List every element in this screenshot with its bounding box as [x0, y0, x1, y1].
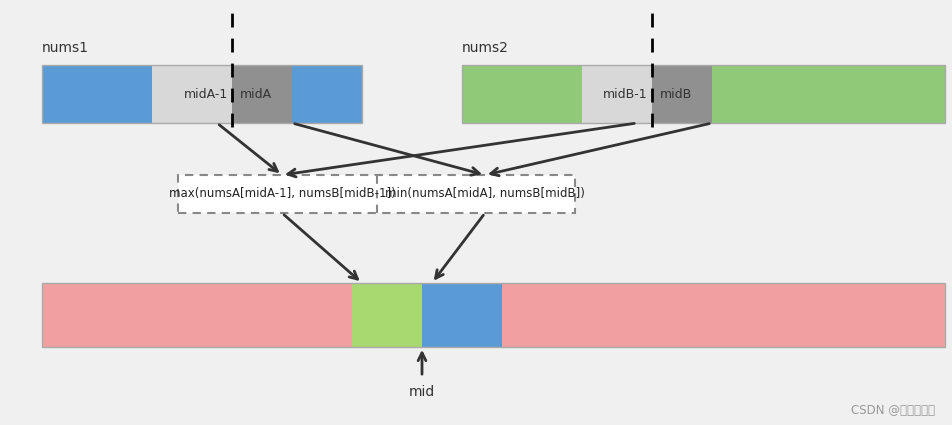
Text: midB: midB [660, 88, 692, 100]
Text: min(numsA[midA], numsB[midB]): min(numsA[midA], numsB[midB]) [385, 187, 585, 201]
Text: nums2: nums2 [462, 41, 509, 55]
FancyBboxPatch shape [232, 65, 292, 123]
Text: nums1: nums1 [42, 41, 89, 55]
FancyBboxPatch shape [712, 65, 945, 123]
FancyBboxPatch shape [42, 65, 152, 123]
FancyBboxPatch shape [152, 65, 232, 123]
FancyBboxPatch shape [352, 283, 422, 347]
FancyBboxPatch shape [502, 283, 945, 347]
FancyBboxPatch shape [652, 65, 712, 123]
FancyBboxPatch shape [178, 175, 575, 213]
Text: midA-1: midA-1 [184, 88, 228, 100]
Text: max(numsA[midA-1], numsB[midB-1]): max(numsA[midA-1], numsB[midB-1]) [169, 187, 395, 201]
FancyBboxPatch shape [42, 283, 352, 347]
Text: mid: mid [408, 385, 435, 399]
Text: CSDN @乐观的大鹏: CSDN @乐观的大鹏 [851, 404, 935, 417]
FancyBboxPatch shape [422, 283, 502, 347]
Text: midB-1: midB-1 [604, 88, 648, 100]
FancyBboxPatch shape [582, 65, 652, 123]
FancyBboxPatch shape [462, 65, 582, 123]
Text: midA: midA [240, 88, 272, 100]
FancyBboxPatch shape [292, 65, 362, 123]
